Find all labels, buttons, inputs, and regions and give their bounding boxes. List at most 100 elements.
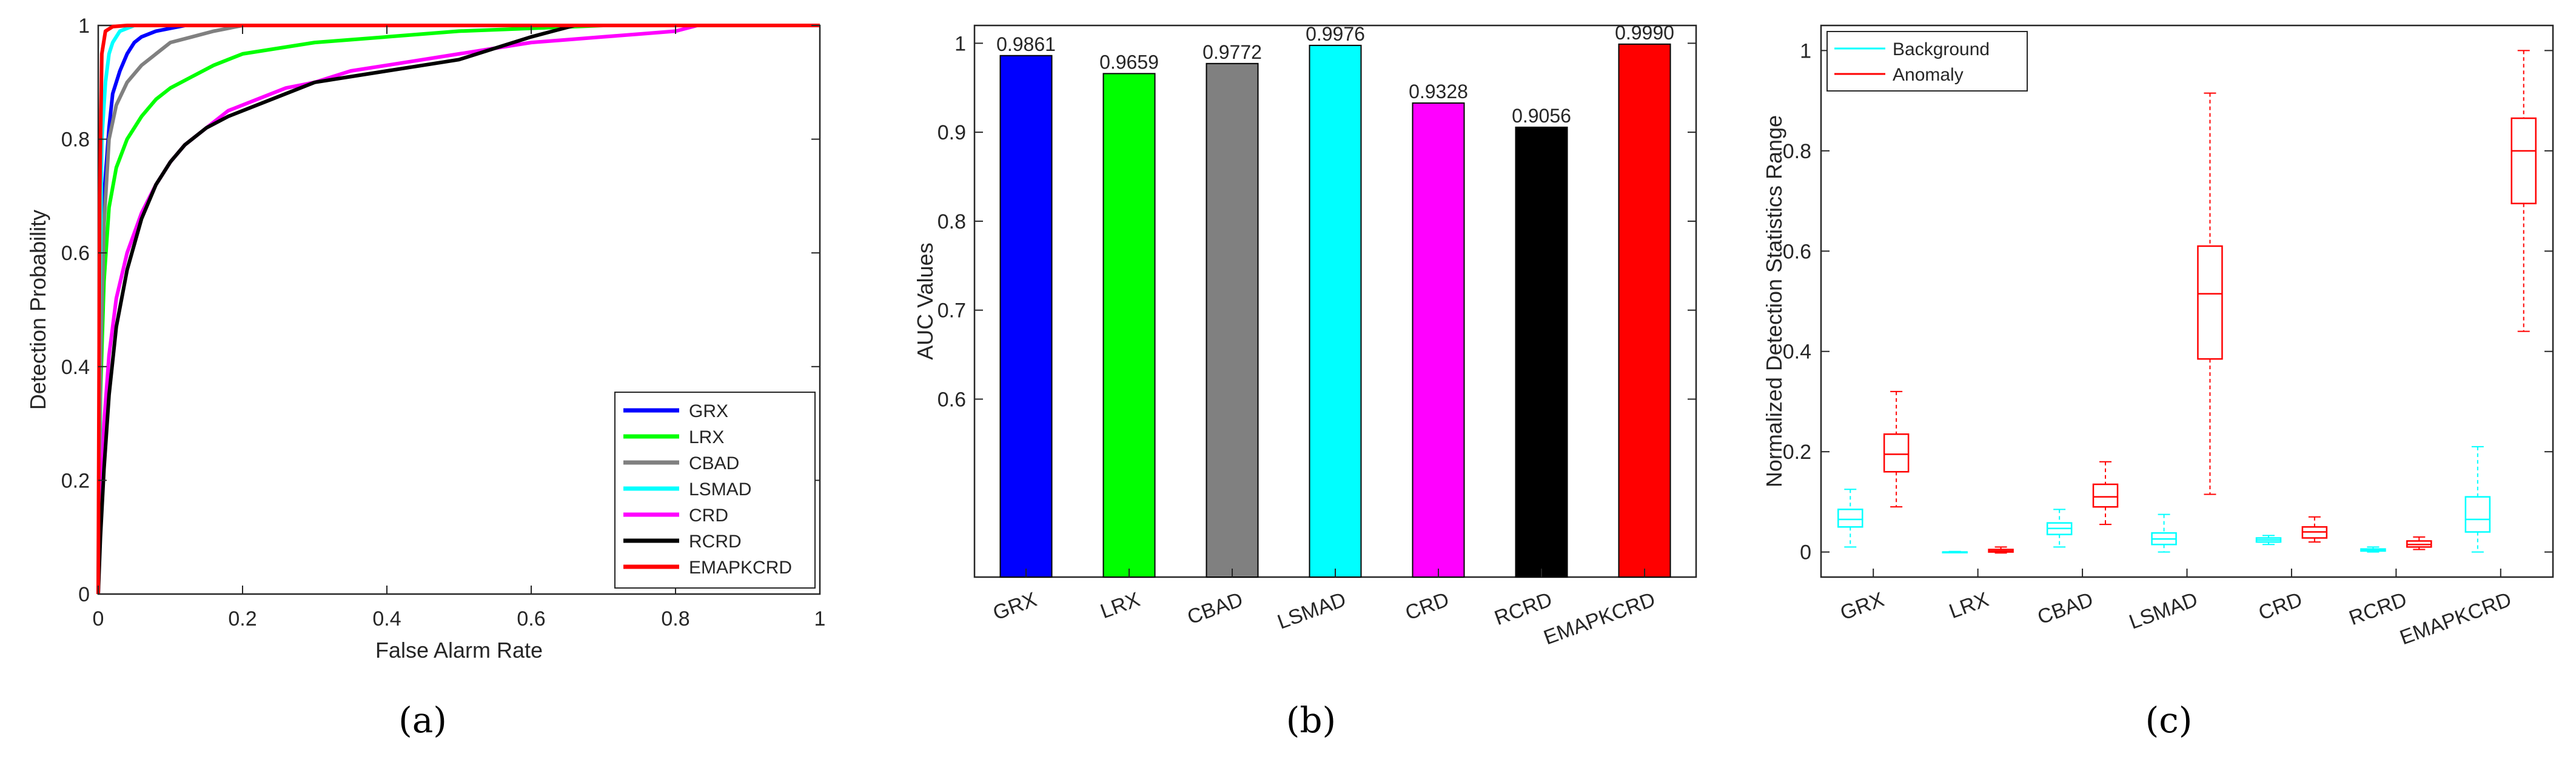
y-tick-label: 0.8 — [937, 210, 966, 233]
y-tick-label: 0.7 — [937, 299, 966, 322]
y-tick-label: 0.2 — [61, 469, 90, 492]
y-tick-label: 0.6 — [1783, 240, 1811, 263]
auc-bars: 0.9861 0.9659 0.9772 0.9976 0.9328 0.9056 0.99… — [996, 22, 1674, 578]
legend-label-lsmad: LSMAD — [689, 479, 751, 499]
roc-curve-lrx — [96, 24, 820, 595]
panel-c-label: (c) — [2145, 700, 2193, 741]
x-tick-label: RCRD — [2346, 588, 2410, 630]
box-background-cbad — [2046, 509, 2073, 548]
iqr-box — [1837, 509, 1863, 528]
x-tick-label: LRX — [1098, 588, 1143, 623]
auc-value-label: 0.9772 — [1202, 41, 1262, 63]
auc-value-label: 0.9328 — [1409, 81, 1468, 102]
box-background-crd — [2255, 535, 2282, 546]
auc-bar-lsmad — [1309, 44, 1362, 578]
auc-value-label: 0.9990 — [1615, 22, 1674, 44]
x-tick-label: EMAPKCRD — [1541, 588, 1659, 650]
box-anomaly-grx — [1883, 390, 1910, 508]
box-background-rcrd — [2360, 546, 2386, 553]
legend-label-anomaly: Anomaly — [1893, 65, 1964, 85]
roc-x-axis-label: False Alarm Rate — [375, 638, 543, 663]
box-anomaly-lsmad — [2197, 92, 2223, 495]
roc-ticks: 0 0.2 0.4 0.6 0.8 1 0 0.2 0.4 0.6 0.8 1 — [61, 15, 826, 630]
legend-box — [1826, 31, 2028, 92]
roc-curve-cbad — [96, 24, 820, 595]
auc-value-label: 0.9056 — [1512, 105, 1571, 127]
box-background-lrx — [1942, 550, 1968, 553]
box-anomaly-lrx — [1988, 546, 2014, 554]
iqr-box — [2464, 496, 2491, 533]
legend-label-emapkcrd: EMAPKCRD — [689, 558, 792, 578]
y-tick-label: 0 — [1800, 541, 1811, 564]
y-tick-label: 1 — [78, 15, 90, 38]
roc-curves — [96, 24, 820, 595]
auc-bar-rcrd — [1515, 126, 1568, 578]
x-tick-label: CBAD — [1184, 588, 1246, 629]
y-tick-label: 0 — [78, 583, 90, 606]
boxplot-axes-box — [1820, 24, 2554, 578]
box-anomaly-cbad — [2092, 461, 2119, 526]
roc-legend: GRX LRX CBAD LSMAD CRD RCRD EMAPKCRD — [614, 392, 816, 589]
x-tick-label: 0 — [93, 607, 104, 630]
y-tick-label: 0.4 — [1783, 341, 1811, 364]
auc-bar-cbad — [1206, 62, 1259, 578]
legend-label-grx: GRX — [689, 401, 728, 421]
roc-curve-emapkcrd — [96, 24, 820, 595]
roc-curve-rcrd — [96, 24, 820, 595]
y-tick-label: 1 — [1800, 39, 1811, 62]
iqr-box — [1883, 433, 1910, 473]
iqr-box — [2197, 245, 2223, 360]
x-tick-label: RCRD — [1491, 588, 1555, 630]
y-tick-label: 0.6 — [937, 388, 966, 411]
x-tick-label: 0.2 — [228, 607, 257, 630]
x-tick-label: LRX — [1946, 588, 1991, 623]
legend-label-cbad: CBAD — [689, 453, 739, 473]
auc-value-label: 0.9976 — [1306, 23, 1365, 45]
x-tick-label: GRX — [990, 588, 1039, 625]
x-tick-label: 0.6 — [517, 607, 545, 630]
x-tick-label: LSMAD — [1275, 588, 1349, 634]
x-tick-label: LSMAD — [2126, 588, 2201, 634]
y-tick-label: 0.8 — [1783, 140, 1811, 163]
x-tick-label: 1 — [814, 607, 826, 630]
iqr-box — [2511, 117, 2537, 204]
x-tick-label: CBAD — [2034, 588, 2096, 629]
iqr-box — [2092, 483, 2119, 508]
auc-value-label: 0.9861 — [996, 33, 1056, 55]
box-background-emapkcrd — [2464, 446, 2491, 553]
roc-curve-crd — [96, 24, 820, 595]
x-tick-label: 0.4 — [372, 607, 401, 630]
auc-bar-panel: 0.9861 0.9659 0.9772 0.9976 0.9328 0.9056 0.99… — [913, 22, 1697, 741]
panel-b-label: (b) — [1286, 700, 1336, 741]
x-tick-label: EMAPKCRD — [2397, 588, 2514, 650]
box-anomaly-rcrd — [2406, 536, 2432, 550]
boxplot-legend: Background Anomaly — [1826, 31, 2028, 92]
box-anomaly-crd — [2301, 516, 2328, 543]
x-tick-label: GRX — [1837, 588, 1887, 625]
legend-label-crd: CRD — [689, 506, 728, 526]
boxplot-boxes — [1837, 50, 2537, 554]
legend-label-rcrd: RCRD — [689, 532, 742, 552]
box-background-grx — [1837, 489, 1863, 548]
y-tick-label: 0.9 — [937, 121, 966, 144]
legend-label-lrx: LRX — [689, 427, 724, 447]
auc-bar-crd — [1412, 102, 1465, 578]
roc-y-axis-label: Detection Probability — [25, 210, 50, 410]
x-tick-label: CRD — [1403, 588, 1452, 625]
y-tick-label: 0.4 — [61, 356, 90, 379]
auc-bar-emapkcrd — [1618, 43, 1671, 578]
auc-value-label: 0.9659 — [1099, 51, 1159, 73]
auc-bar-lrx — [1102, 73, 1156, 578]
x-tick-label: 0.8 — [661, 607, 689, 630]
auc-bar-grx — [999, 55, 1053, 578]
x-tick-label: CRD — [2255, 588, 2305, 625]
auc-y-axis-label: AUC Values — [913, 242, 937, 359]
panel-a-label: (a) — [398, 700, 447, 741]
boxplot-y-axis-label: Normalized Detection Statistics Range — [1762, 115, 1786, 487]
box-background-lsmad — [2151, 513, 2177, 553]
y-tick-label: 0.2 — [1783, 441, 1811, 464]
y-tick-label: 0.8 — [61, 129, 90, 152]
legend-label-background: Background — [1893, 39, 1990, 59]
